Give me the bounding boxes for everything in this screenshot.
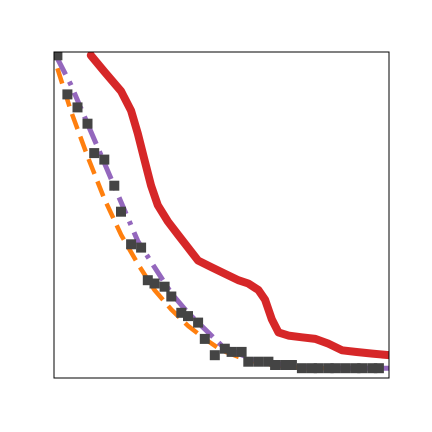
scatter-point <box>350 363 361 374</box>
scatter-point <box>296 363 307 374</box>
scatter-point <box>330 363 341 374</box>
scatter-point <box>280 360 291 370</box>
scatter-point <box>373 363 384 374</box>
scatter-point <box>136 242 147 253</box>
scatter-point <box>89 148 100 159</box>
scatter-point <box>99 154 110 165</box>
scatter-point <box>142 275 153 286</box>
scatter-point <box>263 356 274 367</box>
scatter-point <box>226 346 237 357</box>
scatter-point <box>193 317 204 328</box>
series-line-dashdot <box>55 57 389 371</box>
scatter-point <box>82 118 93 129</box>
scatter-point <box>323 363 334 374</box>
scatter-point <box>54 52 63 61</box>
scatter-point <box>176 307 187 318</box>
scatter-point <box>199 333 210 344</box>
scatter-point <box>313 363 324 374</box>
scatter-point <box>116 206 126 217</box>
scatter-point <box>209 350 220 361</box>
scatter-point <box>109 180 120 191</box>
plot-series-layer <box>54 52 389 374</box>
scatter-point <box>159 281 170 292</box>
scatter-point <box>219 343 230 354</box>
scatter-point <box>253 356 264 367</box>
scatter-point <box>62 89 73 100</box>
scatter-point <box>270 360 281 370</box>
scatter-point <box>340 363 351 374</box>
scatter-point <box>286 360 297 370</box>
series-line-dashed <box>55 67 389 371</box>
scatter-point <box>72 102 83 113</box>
scatter-point <box>357 363 368 374</box>
scatter-point <box>306 363 317 374</box>
scatter-point <box>126 239 137 250</box>
scatter-point <box>149 278 160 289</box>
scatter-point <box>243 356 254 367</box>
scatter-point <box>367 363 378 374</box>
scatter-point <box>166 291 177 302</box>
series-line-solid <box>86 52 389 360</box>
scatter-point <box>236 346 247 357</box>
scatter-point <box>183 311 193 322</box>
plot-frame <box>53 51 390 379</box>
